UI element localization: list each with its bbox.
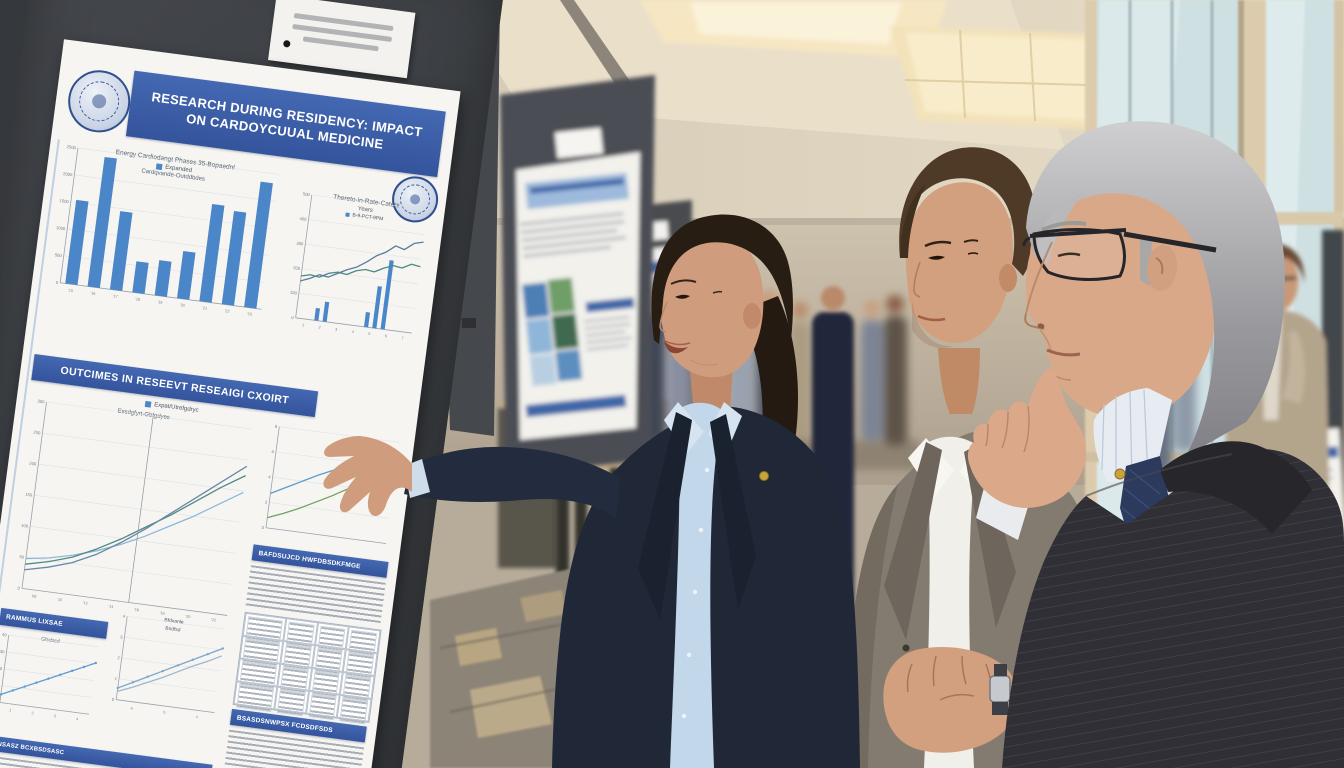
svg-text:5: 5	[368, 332, 371, 336]
svg-text:0: 0	[261, 525, 265, 530]
svg-text:250: 250	[33, 430, 41, 436]
carpet	[430, 540, 940, 768]
svg-text:0: 0	[112, 697, 116, 702]
svg-text:4: 4	[76, 717, 79, 721]
svg-text:100: 100	[290, 290, 298, 296]
svg-text:'20: '20	[180, 303, 185, 308]
svg-text:100: 100	[21, 523, 29, 529]
svg-text:150: 150	[25, 492, 33, 498]
svg-text:'20: '20	[185, 614, 190, 619]
svg-text:3: 3	[120, 634, 124, 639]
svg-text:'16: '16	[134, 608, 139, 613]
svg-text:2000: 2000	[63, 171, 74, 177]
svg-text:'21: '21	[202, 306, 207, 311]
ceiling-vent	[560, 0, 632, 88]
svg-text:b: b	[163, 710, 166, 714]
svg-text:4: 4	[268, 474, 272, 479]
svg-text:2: 2	[265, 500, 269, 505]
svg-text:200: 200	[293, 265, 301, 271]
outcomes-line-chart: 300 250 200 150 100 50 0 '08 '10 '12 '14 '16 '18 '20 '…	[17, 398, 252, 623]
svg-text:7: 7	[401, 336, 404, 340]
svg-text:3: 3	[53, 714, 56, 718]
combo-chart-block: Thereto-in-Rate-Caters 500 400 300 200 100 0 1…	[290, 189, 435, 341]
poster-figure-mosaic	[522, 277, 583, 387]
svg-text:'16: '16	[90, 291, 95, 296]
mini-chart-a-block: 4030201001234 Gfsdasd	[0, 630, 103, 721]
svg-text:40: 40	[2, 632, 8, 638]
svg-text:'23: '23	[247, 312, 252, 317]
svg-text:'18: '18	[135, 297, 140, 302]
svg-text:a: a	[130, 706, 133, 710]
svg-text:4: 4	[351, 330, 354, 334]
svg-text:300: 300	[296, 240, 304, 246]
svg-text:'22: '22	[211, 618, 216, 623]
svg-text:c: c	[196, 715, 199, 719]
board-label-card	[268, 0, 416, 79]
svg-text:500: 500	[303, 191, 311, 197]
svg-text:'22: '22	[224, 309, 229, 314]
trend-combo-chart: 500 400 300 200 100 0 1 2 3 4 5 6 7	[290, 191, 428, 341]
background-poster-board-a	[500, 75, 655, 475]
dual-line-chart: 8 6 4 2 0	[261, 424, 400, 544]
svg-text:2: 2	[318, 325, 321, 329]
svg-text:50: 50	[19, 554, 25, 560]
svg-text:1: 1	[9, 708, 12, 712]
dual-line-chart-block: 8 6 4 2 0	[261, 421, 405, 544]
svg-text:400: 400	[299, 216, 307, 222]
svg-text:1: 1	[302, 323, 305, 327]
mini-line-chart: 4 3 2 1 0 a b c	[112, 613, 226, 719]
svg-text:'08: '08	[31, 594, 36, 599]
svg-text:6: 6	[385, 334, 388, 338]
svg-text:2500: 2500	[66, 144, 77, 150]
bar-chart-block: Energy Cardiodangt Phases 35-Bopaednl Ex…	[54, 142, 291, 317]
svg-text:0: 0	[56, 280, 60, 285]
results-table	[232, 611, 382, 725]
svg-text:200: 200	[29, 461, 37, 467]
svg-text:'19: '19	[157, 300, 162, 305]
svg-text:'17: '17	[113, 294, 118, 299]
svg-text:'18: '18	[159, 611, 164, 616]
board-hinge	[462, 318, 476, 328]
svg-text:'12: '12	[83, 601, 88, 606]
research-poster: RESEARCH DURING RESIDENCY: IMPACT ON CAR…	[0, 39, 461, 768]
outcomes-chart-block: 300 250 200 150 100 50 0 '08 '10 '12 '14 '16 '18 '20 '…	[17, 396, 259, 622]
svg-text:300: 300	[37, 398, 45, 404]
svg-text:'14: '14	[108, 604, 113, 609]
svg-text:20: 20	[0, 666, 3, 672]
mini-scatter-chart: 4030201001234	[0, 632, 99, 721]
svg-text:500: 500	[54, 252, 62, 258]
svg-text:'10: '10	[57, 598, 62, 603]
svg-text:'15: '15	[68, 288, 73, 293]
svg-text:30: 30	[0, 649, 6, 655]
svg-text:0: 0	[291, 315, 295, 320]
svg-text:1: 1	[114, 676, 118, 681]
university-seal-icon	[64, 66, 134, 137]
svg-text:2: 2	[31, 711, 34, 715]
svg-text:6: 6	[271, 449, 275, 454]
publications-bar-chart: 2500 2000 1500 1000 500 0 '15 '16 '17 '18 '19 '20 '2…	[54, 144, 280, 317]
svg-text:3: 3	[335, 328, 338, 332]
svg-text:1500: 1500	[59, 198, 70, 204]
legend-swatch-icon	[144, 400, 152, 408]
svg-text:4: 4	[123, 613, 127, 618]
svg-text:10: 10	[0, 682, 1, 688]
svg-text:2: 2	[117, 655, 121, 660]
svg-text:1000: 1000	[56, 225, 67, 231]
svg-text:8: 8	[275, 424, 279, 429]
svg-text:0: 0	[17, 585, 21, 590]
